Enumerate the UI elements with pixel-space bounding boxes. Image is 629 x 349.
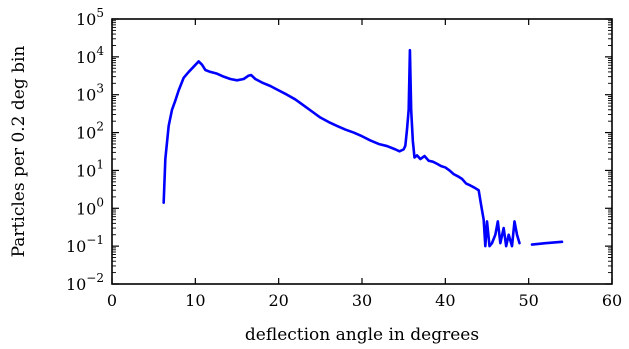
y-tick-label: 10−1 <box>66 233 104 256</box>
y-tick-label: 100 <box>76 195 104 218</box>
y-axis: 10−2 10−1 100 101 102 103 104 105 <box>66 6 612 294</box>
x-tick-label: 10 <box>185 291 205 310</box>
y-tick-label: 102 <box>76 120 104 143</box>
y-tick-label: 101 <box>76 157 104 180</box>
plot-area <box>111 18 613 285</box>
y-axis-title: Particles per 0.2 deg bin <box>9 46 29 258</box>
series-line-segment <box>530 240 564 246</box>
x-tick-label: 20 <box>268 291 288 310</box>
x-tick-label: 0 <box>107 291 117 310</box>
y-tick-label: 104 <box>76 44 104 67</box>
x-tick-label: 30 <box>352 291 372 310</box>
x-axis-title: deflection angle in degrees <box>245 325 479 344</box>
y-tick-label: 105 <box>76 6 104 29</box>
y-tick-label: 103 <box>76 82 104 105</box>
x-tick-label: 50 <box>518 291 538 310</box>
x-tick-label: 60 <box>602 291 622 310</box>
series-line-segment <box>162 48 521 248</box>
x-tick-label: 40 <box>435 291 455 310</box>
x-axis: 0 10 20 30 40 50 60 <box>107 19 622 310</box>
y-tick-label: 10−2 <box>66 271 104 294</box>
